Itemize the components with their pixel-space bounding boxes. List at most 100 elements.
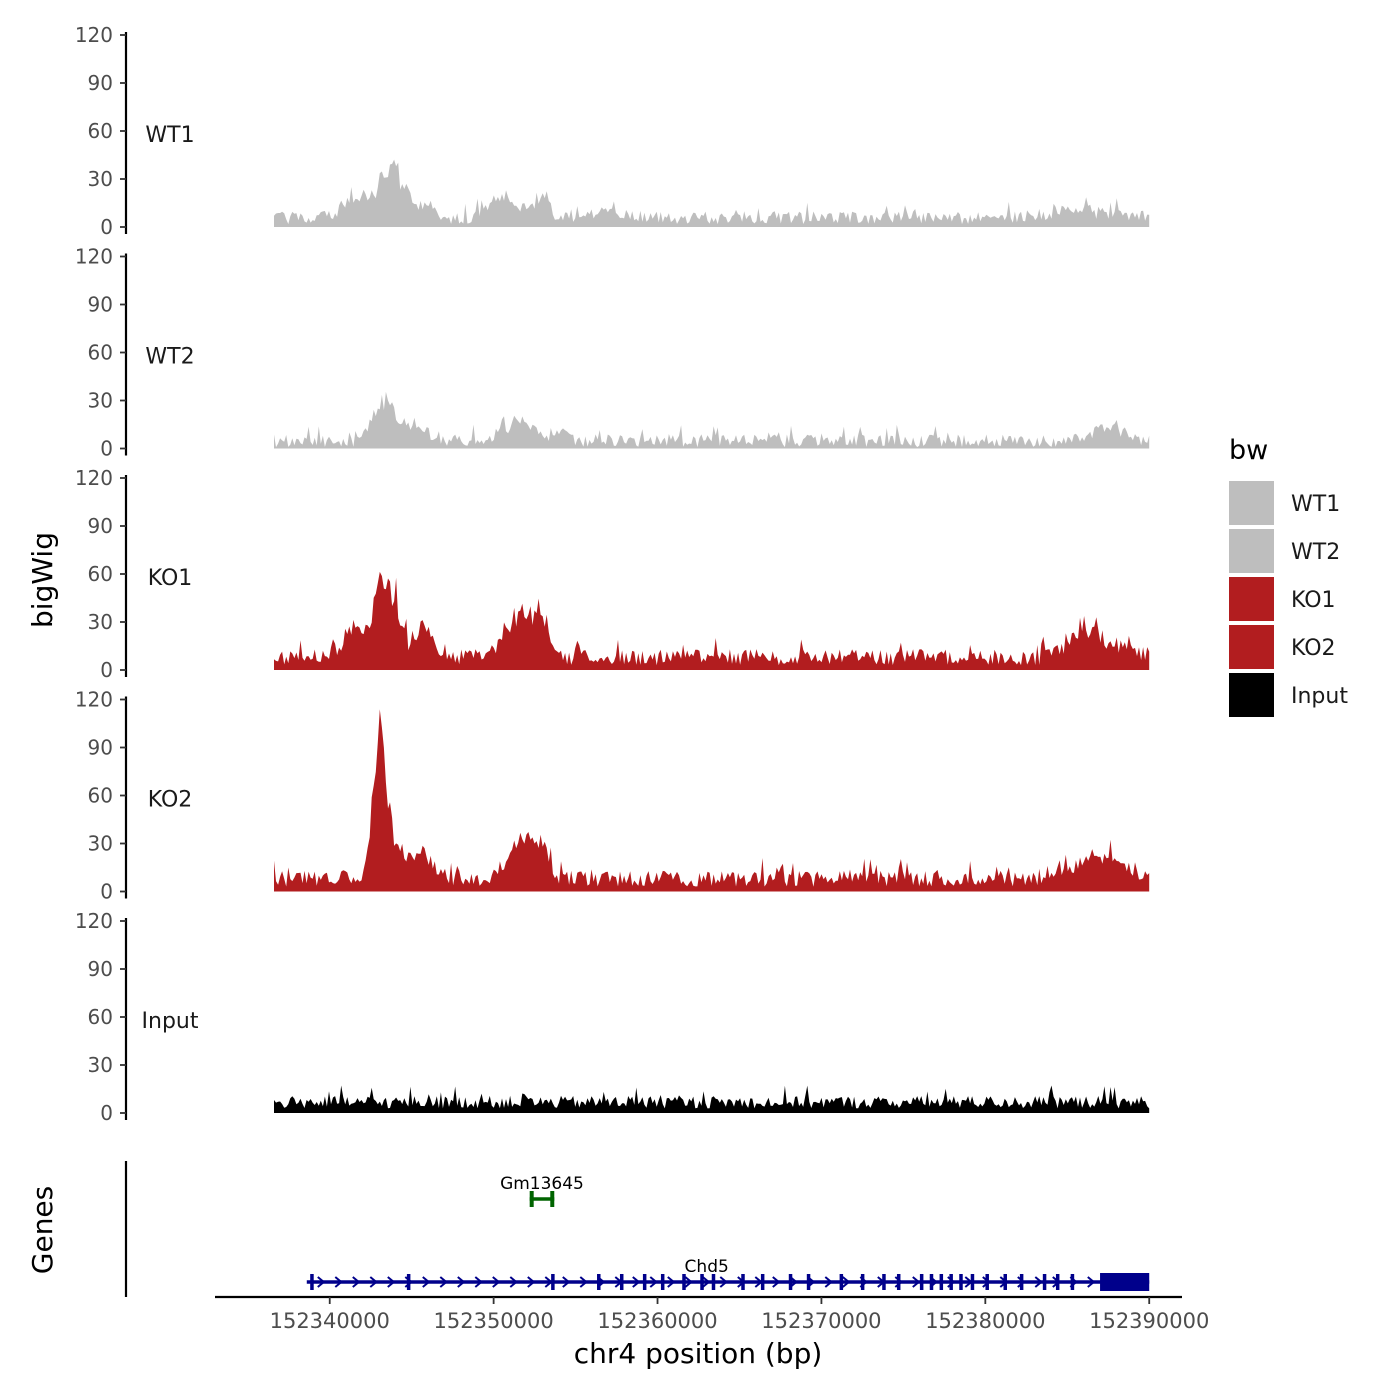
y-tick-label: 0 bbox=[100, 437, 113, 461]
gene-direction-arrow bbox=[719, 1276, 728, 1288]
y-tick-label: 120 bbox=[75, 23, 113, 47]
gene-exon bbox=[882, 1274, 886, 1290]
x-tick-label: 152380000 bbox=[925, 1309, 1045, 1333]
gene-exon bbox=[529, 1191, 534, 1207]
y-axis-title: bigWig bbox=[26, 532, 59, 628]
gene-exon bbox=[1042, 1274, 1047, 1290]
gene-exon bbox=[550, 1191, 555, 1207]
gene-direction-arrow bbox=[772, 1276, 781, 1288]
gene-exon bbox=[700, 1274, 704, 1290]
gene-exon bbox=[310, 1274, 314, 1290]
legend-label: WT2 bbox=[1291, 540, 1340, 565]
y-tick-label: 120 bbox=[75, 245, 113, 269]
track-label: KO2 bbox=[148, 788, 193, 813]
gene-exon bbox=[970, 1274, 975, 1290]
x-axis: 152340000 152350000 152360000 152370000 1523… bbox=[215, 1295, 1209, 1333]
track-label: WT1 bbox=[145, 123, 194, 148]
legend-swatch-ko2 bbox=[1229, 625, 1274, 669]
y-tick-label: 0 bbox=[100, 658, 113, 682]
gene-exon bbox=[406, 1274, 411, 1290]
gene-exon bbox=[619, 1274, 624, 1290]
y-tick-label: 90 bbox=[88, 293, 113, 317]
genes-panel: Gm13645 Chd5 bbox=[124, 1161, 1150, 1297]
gene-direction-arrow bbox=[702, 1276, 711, 1288]
gene-direction-arrow bbox=[387, 1276, 396, 1288]
track-input: 0 30 60 90 120 Input bbox=[75, 909, 1150, 1125]
gene-exon bbox=[1055, 1274, 1060, 1290]
genes-axis-title: Genes bbox=[26, 1186, 59, 1274]
gene-exon bbox=[839, 1274, 844, 1290]
y-tick-label: 60 bbox=[88, 784, 113, 808]
gene-exon bbox=[760, 1274, 765, 1290]
gene-direction-arrow bbox=[562, 1276, 571, 1288]
y-tick-label: 0 bbox=[100, 1101, 113, 1125]
gene-exon bbox=[642, 1274, 647, 1290]
gene-chd5: Chd5 bbox=[306, 1257, 1150, 1291]
y-tick-label: 90 bbox=[88, 514, 113, 538]
signal-area-input bbox=[274, 1085, 1150, 1113]
signal-area-wt1 bbox=[274, 159, 1150, 227]
gene-direction-arrow bbox=[439, 1276, 448, 1288]
legend-swatch-ko1 bbox=[1229, 577, 1274, 621]
signal-area-ko1 bbox=[274, 571, 1150, 670]
gene-direction-arrow bbox=[492, 1276, 501, 1288]
gene-direction-arrow bbox=[912, 1276, 921, 1288]
x-tick-label: 152350000 bbox=[434, 1309, 554, 1333]
legend-label: KO2 bbox=[1291, 636, 1336, 661]
x-tick-label: 152390000 bbox=[1089, 1309, 1209, 1333]
gene-exon bbox=[985, 1274, 989, 1290]
gene-exon bbox=[919, 1274, 924, 1290]
signal-area-ko2 bbox=[274, 709, 1150, 892]
gene-exon bbox=[1019, 1274, 1024, 1290]
gene-exon bbox=[597, 1274, 601, 1290]
gene-direction-arrow bbox=[632, 1276, 641, 1288]
gene-direction-arrow bbox=[369, 1276, 378, 1288]
gene-direction-arrow bbox=[842, 1276, 851, 1288]
gene-exon bbox=[896, 1274, 901, 1290]
legend-title: bw bbox=[1229, 435, 1268, 466]
gene-exon bbox=[741, 1274, 745, 1290]
y-tick-label: 60 bbox=[88, 562, 113, 586]
track-ko1: 0 30 60 90 120 KO1 bbox=[75, 466, 1150, 682]
gene-exon bbox=[939, 1274, 944, 1290]
legend-label: WT1 bbox=[1291, 492, 1340, 517]
gene-exon bbox=[711, 1274, 716, 1290]
legend-swatch-wt2 bbox=[1229, 529, 1274, 573]
legend: WT1 WT2 KO1 KO2 Input bbox=[1229, 481, 1348, 717]
track-label: WT2 bbox=[145, 345, 194, 370]
legend-label: KO1 bbox=[1291, 588, 1336, 613]
gene-gm13645: Gm13645 bbox=[500, 1174, 584, 1207]
gene-direction-arrow bbox=[1017, 1276, 1026, 1288]
gene-exon bbox=[551, 1274, 555, 1290]
gene-direction-arrow bbox=[824, 1276, 833, 1288]
gene-exon bbox=[806, 1274, 811, 1290]
gene-direction-arrow bbox=[474, 1276, 483, 1288]
track-ko2: 0 30 60 90 120 KO2 bbox=[75, 688, 1150, 904]
legend-swatch-input bbox=[1229, 673, 1274, 717]
gene-direction-arrow bbox=[649, 1276, 658, 1288]
y-tick-label: 0 bbox=[100, 880, 113, 904]
x-tick-label: 152370000 bbox=[761, 1309, 881, 1333]
gene-exon bbox=[949, 1274, 953, 1290]
gene-direction-arrow bbox=[317, 1276, 326, 1288]
track-label: KO1 bbox=[148, 566, 193, 591]
x-tick-label: 152340000 bbox=[270, 1309, 390, 1333]
gene-label: Chd5 bbox=[685, 1257, 729, 1277]
gene-direction-arrow bbox=[527, 1276, 536, 1288]
gene-direction-arrow bbox=[667, 1276, 676, 1288]
legend-swatch-wt1 bbox=[1229, 481, 1274, 525]
y-tick-label: 90 bbox=[88, 71, 113, 95]
y-tick-label: 60 bbox=[88, 119, 113, 143]
y-tick-label: 30 bbox=[88, 1053, 113, 1077]
y-tick-label: 30 bbox=[88, 832, 113, 856]
gene-exon bbox=[929, 1274, 934, 1290]
gene-utr-block bbox=[1100, 1273, 1150, 1291]
y-tick-label: 120 bbox=[75, 909, 113, 933]
y-tick-label: 120 bbox=[75, 688, 113, 712]
y-tick-label: 60 bbox=[88, 341, 113, 365]
gene-exon bbox=[1070, 1274, 1075, 1290]
gene-direction-arrow bbox=[579, 1276, 588, 1288]
gene-exon bbox=[959, 1274, 963, 1290]
gene-direction-arrow bbox=[684, 1276, 693, 1288]
